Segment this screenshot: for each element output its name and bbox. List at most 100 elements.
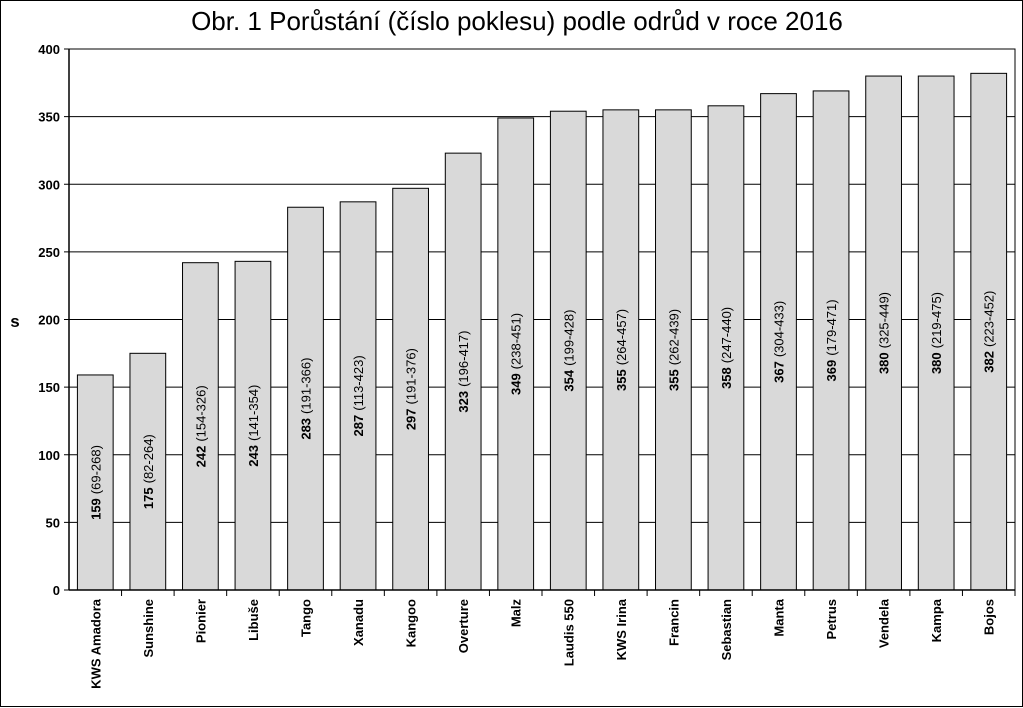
data-label-value: 355: [666, 369, 681, 391]
y-tick-label: 300: [38, 177, 60, 192]
bar: [602, 109, 640, 591]
y-tick-label: 200: [38, 313, 60, 328]
data-label: 354 (199-428): [561, 310, 576, 392]
bar: [129, 352, 167, 591]
bar: [549, 110, 587, 591]
x-tick-label: Sunshine: [141, 599, 156, 658]
bar: [392, 187, 429, 591]
data-label-range: (113-423): [351, 355, 366, 410]
y-tick-label: 400: [38, 42, 60, 57]
x-tick-label: Xanadu: [351, 599, 366, 646]
data-label: 369 (179-471): [824, 299, 839, 381]
x-tick-label: Kangoo: [404, 599, 419, 647]
bars: [76, 72, 1008, 591]
data-label: 175 (82-264): [141, 434, 156, 509]
data-label-value: 380: [929, 352, 944, 374]
bar: [234, 260, 272, 591]
bar: [917, 75, 955, 591]
data-label-value: 354: [561, 369, 576, 391]
data-label-value: 287: [351, 415, 366, 437]
bar: [812, 90, 850, 591]
data-label: 380 (219-475): [929, 292, 944, 374]
data-label-range: (196-417): [456, 331, 471, 387]
x-tick-label: Sebastian: [719, 599, 734, 660]
data-label: 283 (191-366): [299, 358, 314, 440]
data-label-value: 382: [982, 351, 997, 373]
bar: [760, 93, 797, 591]
data-label-range: (154-326): [193, 385, 208, 441]
data-label: 358 (247-440): [719, 307, 734, 389]
data-label: 323 (196-417): [456, 331, 471, 413]
y-tick-label: 250: [38, 245, 60, 260]
bar: [287, 206, 324, 591]
x-tick-label: Petrus: [824, 599, 839, 639]
data-label-value: 323: [456, 391, 471, 413]
data-label-value: 367: [772, 361, 787, 383]
y-axis-label: s: [10, 312, 19, 331]
x-tick-label: Manta: [772, 598, 787, 636]
bar: [497, 117, 535, 591]
data-label: 242 (154-326): [193, 385, 208, 467]
data-label-range: (264-457): [614, 309, 629, 365]
x-tick-label: Vendela: [877, 598, 892, 648]
chart-title: Obr. 1 Porůstání (číslo poklesu) podle o…: [191, 6, 843, 36]
data-label-range: (179-471): [824, 299, 839, 355]
x-tick-label: Overture: [456, 599, 471, 653]
y-tick-label: 100: [38, 448, 60, 463]
data-label-value: 297: [404, 408, 419, 430]
x-tick-label: Tango: [299, 599, 314, 637]
data-label-value: 380: [877, 352, 892, 374]
data-label-range: (262-439): [666, 309, 681, 365]
bar: [182, 262, 219, 591]
data-label: 380 (325-449): [877, 292, 892, 374]
bar: [970, 72, 1008, 591]
bar: [865, 75, 902, 591]
x-tick-label: Bojos: [982, 599, 997, 635]
data-label-range: (191-376): [404, 348, 419, 404]
data-label-range: (247-440): [719, 307, 734, 363]
x-tick-label: KWS Irina: [614, 598, 629, 660]
x-tick-label: Malz: [509, 599, 524, 628]
data-label-value: 175: [141, 487, 156, 509]
data-label-value: 243: [246, 445, 261, 467]
bar: [444, 152, 482, 591]
data-label-range: (325-449): [877, 292, 892, 348]
data-label: 287 (113-423): [351, 355, 366, 436]
data-label-range: (238-451): [509, 313, 524, 369]
data-label: 367 (304-433): [772, 301, 787, 383]
y-tick-label: 350: [38, 110, 60, 125]
x-tick-label: Kampa: [929, 598, 944, 642]
data-label: 382 (223-452): [982, 291, 997, 373]
data-label-range: (219-475): [929, 292, 944, 348]
data-label-value: 242: [193, 446, 208, 468]
x-tick-label: KWS Amadora: [88, 598, 103, 689]
data-label: 355 (262-439): [666, 309, 681, 391]
axes: 0 50 100 150 200 250 300 350 400 KWS Amadora Sunsh…: [38, 42, 1016, 689]
bar: [339, 201, 377, 591]
data-label-range: (304-433): [772, 301, 787, 357]
data-label-value: 283: [299, 418, 314, 440]
data-label-range: (82-264): [141, 434, 156, 483]
data-label-range: (223-452): [982, 291, 997, 347]
x-tick-label: Francin: [666, 599, 681, 646]
data-label: 349 (238-451): [509, 313, 524, 395]
data-label-value: 358: [719, 367, 734, 389]
x-tick-label: Libuše: [246, 599, 261, 641]
data-label: 355 (264-457): [614, 309, 629, 391]
data-label-value: 369: [824, 360, 839, 382]
bar: [655, 109, 692, 591]
data-label-range: (141-354): [246, 385, 261, 441]
data-label-range: (191-366): [299, 358, 314, 414]
data-labels: 159 (69-268) 175 (82-264) 242 (154-326) 243 (14…: [88, 291, 996, 520]
data-label-value: 349: [509, 373, 524, 395]
data-label-value: 159: [88, 498, 103, 520]
x-tick-label: Laudis 550: [561, 599, 576, 666]
bar: [707, 105, 745, 591]
x-tick-label: Pionier: [193, 599, 208, 643]
data-label: 297 (191-376): [404, 348, 419, 430]
data-label: 243 (141-354): [246, 385, 261, 467]
data-label-range: (69-268): [88, 445, 103, 494]
data-label: 159 (69-268): [88, 445, 103, 520]
